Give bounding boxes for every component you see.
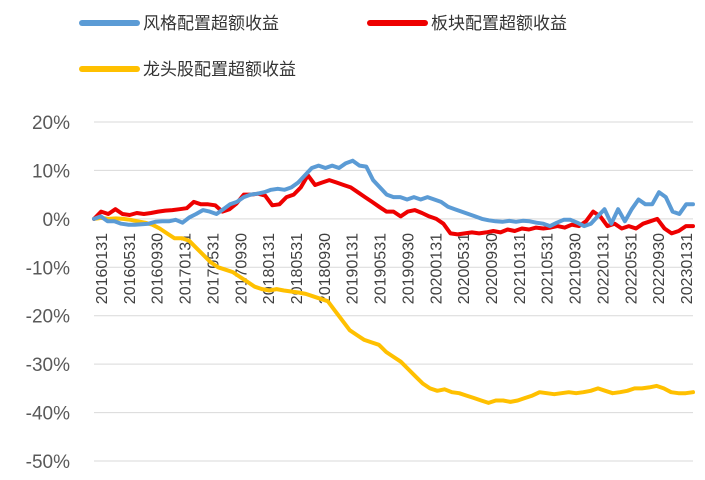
x-tick-label: 20220531 xyxy=(623,233,640,304)
x-tick-label: 20160531 xyxy=(122,233,139,304)
y-tick-label: 10% xyxy=(32,161,70,182)
x-tick-label: 20200131 xyxy=(428,233,445,304)
x-tick-label: 20200930 xyxy=(484,233,501,304)
x-tick-label: 20200531 xyxy=(456,233,473,304)
gridlines xyxy=(94,121,693,462)
series-line-style xyxy=(92,158,695,229)
y-tick-label: -40% xyxy=(26,404,70,425)
legend: 风格配置超额收益 板块配置超额收益 龙头股配置超额收益 xyxy=(79,14,567,80)
y-tick-label: -30% xyxy=(26,355,70,376)
series-line-sector xyxy=(92,173,695,237)
x-tick-label: 20210531 xyxy=(540,233,557,304)
x-tick-label: 20170930 xyxy=(233,233,250,304)
y-tick-label: 0% xyxy=(43,210,71,231)
x-tick-label: 20190930 xyxy=(400,233,417,304)
y-tick-label: -10% xyxy=(26,258,70,279)
y-tick-label: -20% xyxy=(26,307,70,328)
x-tick-label: 20230131 xyxy=(679,233,696,304)
x-tick-label: 20170531 xyxy=(205,233,222,304)
x-tick-label: 20170131 xyxy=(178,233,195,304)
x-tick-label: 20210131 xyxy=(512,233,529,304)
x-tick-label: 20210930 xyxy=(568,233,585,304)
legend-label-leader: 龙头股配置超额收益 xyxy=(143,60,296,80)
x-tick-label: 20190531 xyxy=(373,233,390,304)
legend-item-leader: 龙头股配置超额收益 xyxy=(79,60,296,80)
y-tick-label: 20% xyxy=(32,113,70,134)
series-lines xyxy=(92,158,695,405)
x-tick-label: 20220131 xyxy=(595,233,612,304)
legend-label-style: 风格配置超额收益 xyxy=(143,14,279,34)
x-tick-label: 20220930 xyxy=(651,233,668,304)
y-axis-tick-labels: 20% 10% 0% -10% -20% -30% -40% -50% xyxy=(26,113,70,473)
legend-label-sector: 板块配置超额收益 xyxy=(431,14,567,34)
x-tick-label: 20180531 xyxy=(289,233,306,304)
legend-item-sector: 板块配置超额收益 xyxy=(367,14,567,34)
x-axis-tick-labels: 20160131 20160531 20160930 20170131 20170531… xyxy=(94,233,696,304)
y-tick-label: -50% xyxy=(26,452,70,473)
x-tick-label: 20160131 xyxy=(94,233,111,304)
legend-item-style: 风格配置超额收益 xyxy=(79,14,279,34)
x-tick-label: 20180930 xyxy=(317,233,334,304)
x-tick-label: 20160930 xyxy=(150,233,167,304)
x-tick-label: 20180131 xyxy=(261,233,278,304)
x-tick-label: 20190131 xyxy=(345,233,362,304)
series-line-leader xyxy=(92,215,695,405)
